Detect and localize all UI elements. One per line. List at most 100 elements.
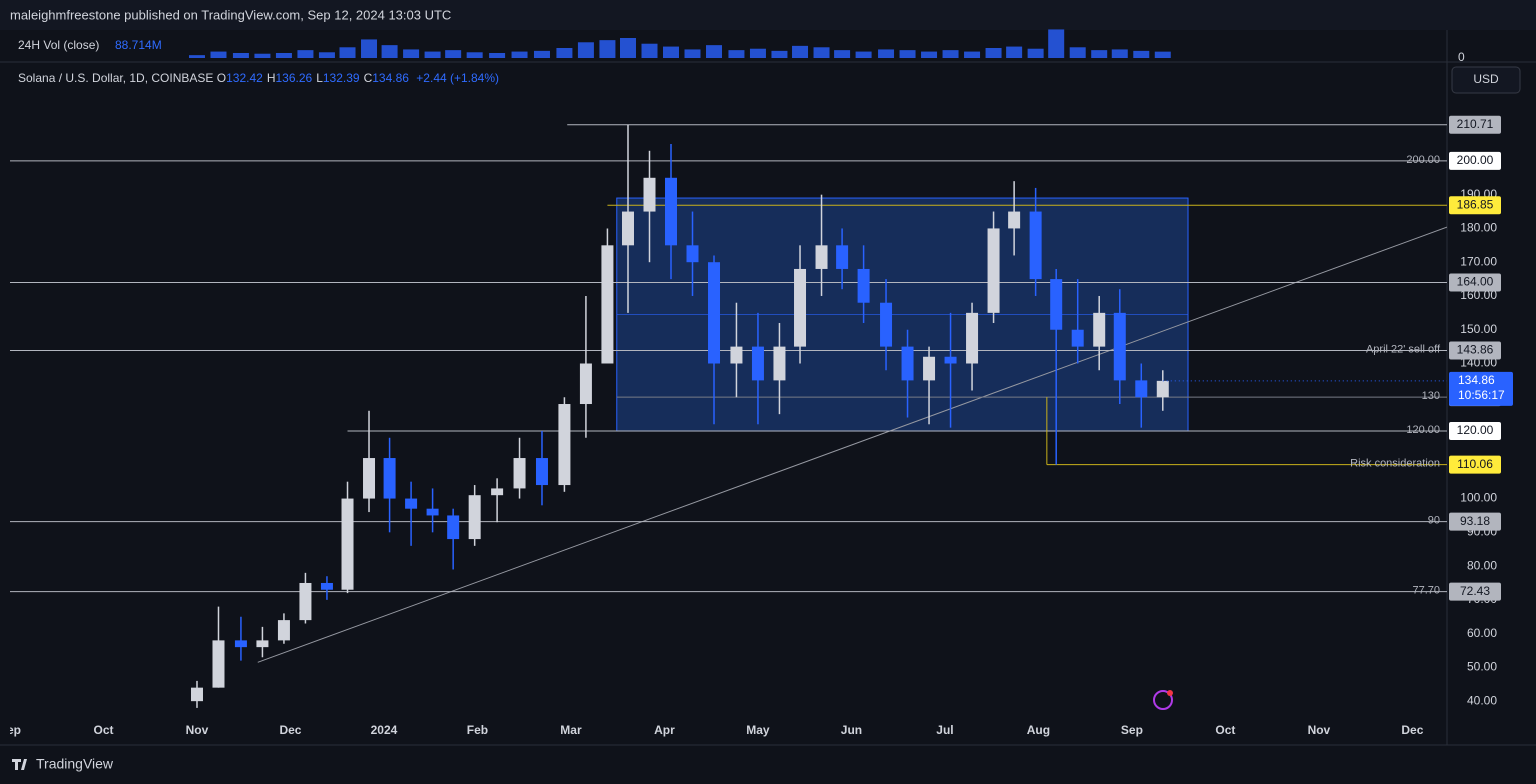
- candle-body: [836, 245, 849, 269]
- ohlc-label: O: [216, 71, 227, 85]
- candle-body: [468, 495, 481, 540]
- volume-bar: [210, 51, 227, 58]
- last-price-box: [1449, 371, 1513, 406]
- candle-body: [751, 346, 764, 381]
- volume-bar: [533, 50, 550, 58]
- y-tick-label: 160.00: [1460, 288, 1497, 302]
- plot-area: [10, 124, 1447, 708]
- candle-body: [535, 458, 548, 486]
- volume-bar: [339, 47, 356, 58]
- volume-bar: [188, 55, 205, 58]
- currency: USD: [1473, 72, 1499, 86]
- volume-bar: [1133, 50, 1150, 58]
- candle-body: [1029, 211, 1042, 280]
- level-box: [1449, 273, 1501, 292]
- volume-bar: [834, 50, 851, 58]
- candle-body: [1156, 380, 1169, 398]
- volume-bar: [599, 40, 616, 58]
- candle-body: [579, 363, 592, 405]
- volume-bar: [1154, 51, 1171, 58]
- x-tick-label: Dec: [1401, 723, 1423, 737]
- level-label: 72.43: [1460, 584, 1490, 598]
- candle-body: [815, 245, 828, 269]
- x-tick-label: Sep: [1121, 723, 1143, 737]
- candle-body: [558, 404, 571, 486]
- volume-bar: [403, 49, 420, 58]
- volume-bar: [964, 51, 981, 58]
- x-tick-label: Nov: [186, 723, 209, 737]
- volume-bar: [878, 49, 895, 58]
- currency-button[interactable]: [1451, 66, 1521, 94]
- countdown: 10:56:17: [1458, 388, 1505, 402]
- candle-body: [447, 515, 460, 540]
- volume-bar: [445, 50, 462, 58]
- level-label: 143.86: [1457, 343, 1494, 357]
- ohlc-value: 132.39: [322, 71, 360, 85]
- volume-tick-label: 0: [1458, 50, 1465, 64]
- ohlc-label: L: [316, 71, 323, 85]
- volume-bar: [318, 52, 335, 58]
- candle-body: [643, 177, 656, 212]
- level-box: [1449, 455, 1501, 474]
- x-tick-label: Apr: [654, 723, 675, 737]
- candle-body: [363, 458, 376, 499]
- candle-body: [383, 458, 396, 499]
- alert-dot: [1167, 690, 1173, 696]
- candle-body: [190, 687, 203, 702]
- candle-body: [621, 211, 634, 246]
- x-tick-label: Mar: [560, 723, 582, 737]
- candle-body: [601, 245, 614, 364]
- candle-body: [1050, 279, 1063, 330]
- candle-body: [341, 498, 354, 590]
- level-label: 210.71: [1457, 117, 1494, 131]
- volume-bar: [381, 45, 398, 58]
- level-note: 120.00: [1406, 424, 1440, 436]
- candle-body: [901, 346, 914, 381]
- volume-bar: [254, 53, 271, 58]
- candle-body: [773, 346, 786, 381]
- volume-bar: [663, 46, 680, 58]
- level-note: 77.70: [1412, 585, 1440, 597]
- candle-body: [277, 620, 290, 641]
- brand: TradingView: [12, 756, 114, 772]
- publisher: maleighmfreestone published on TradingVi…: [10, 7, 451, 22]
- x-tick-label: Oct: [1215, 723, 1235, 737]
- candle-body: [794, 268, 807, 347]
- candle-body: [491, 488, 504, 496]
- level-box: [1449, 115, 1501, 134]
- level-box: [1449, 196, 1501, 215]
- volume-bar: [813, 47, 830, 58]
- level-box: [1449, 151, 1501, 170]
- ohlc-value: 134.86: [372, 71, 409, 85]
- level-note: 90: [1428, 514, 1440, 526]
- volume-bar: [232, 53, 249, 58]
- volume-bar: [792, 45, 809, 58]
- candle-body: [880, 302, 893, 347]
- level-note: Risk consideration: [1350, 458, 1440, 470]
- level-note: April 22' sell off: [1366, 343, 1441, 355]
- candle-body: [1135, 380, 1148, 398]
- volume-bar: [684, 49, 701, 58]
- volume-bar: [1091, 50, 1108, 58]
- volume-bar: [619, 38, 636, 58]
- candle-body: [234, 640, 247, 648]
- ohlc-value: 136.26: [275, 71, 313, 85]
- header-bar: [0, 0, 1536, 30]
- volume-last: 88.714M: [115, 38, 162, 52]
- volume-bar: [1027, 48, 1044, 58]
- volume-bar: [361, 39, 378, 58]
- volume-bar: [749, 48, 766, 58]
- volume-bar: [577, 42, 594, 58]
- ohlc-legend: Solana / U.S. Dollar, 1D, COINBASE O132.…: [18, 71, 499, 85]
- candle-body: [730, 346, 743, 364]
- y-tick-label: 40.00: [1467, 693, 1497, 707]
- level-note: 200.00: [1406, 154, 1440, 166]
- y-tick-label: 100.00: [1460, 491, 1497, 505]
- candle-body: [299, 582, 312, 621]
- alert-icon[interactable]: [1153, 690, 1173, 710]
- level-label: 110.06: [1457, 457, 1493, 471]
- x-tick-label: Dec: [279, 723, 301, 737]
- x-tick-label: Sep: [0, 723, 21, 737]
- volume-bar: [424, 51, 441, 58]
